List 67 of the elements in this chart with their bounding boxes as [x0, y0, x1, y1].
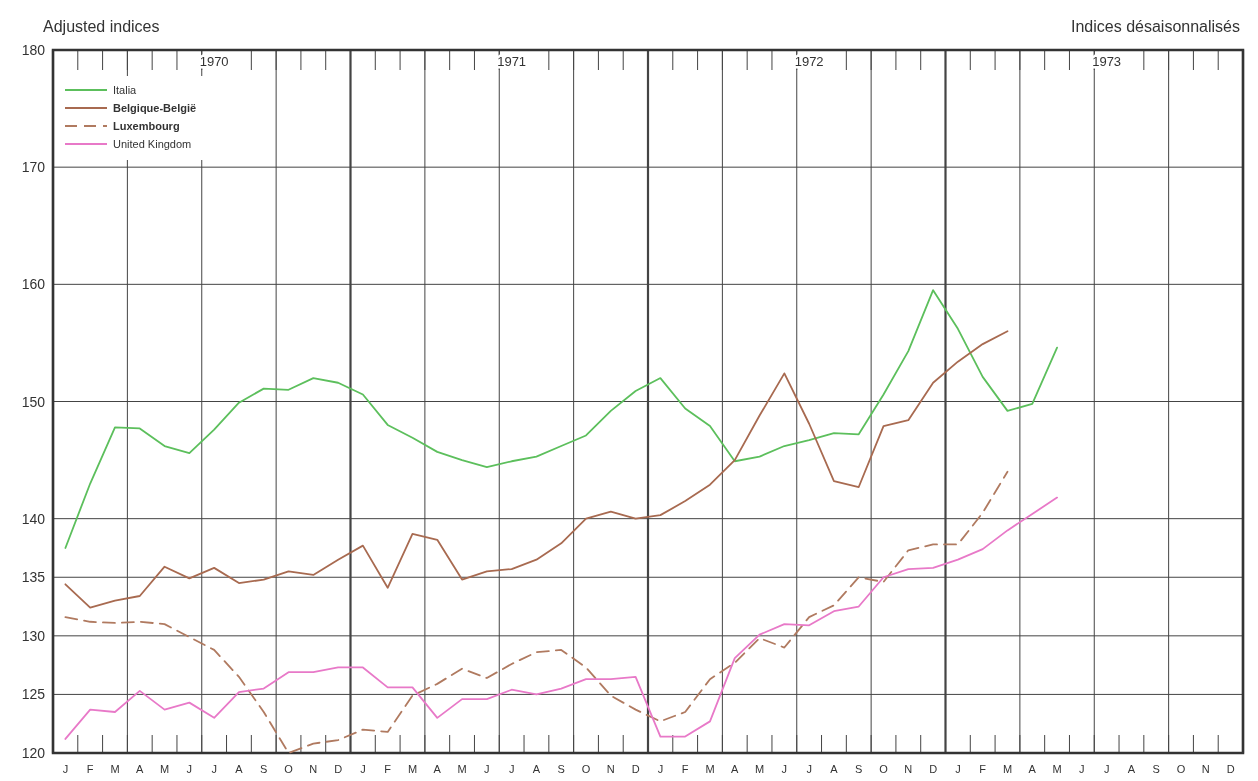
- y-tick-label: 125: [21, 686, 46, 703]
- x-tick-label: O: [1176, 763, 1186, 775]
- chart-subtitle: Indices désaisonnalisés: [1071, 18, 1240, 35]
- x-tick-label: S: [1152, 763, 1160, 775]
- legend-label: Italia: [113, 84, 138, 96]
- x-tick-label: O: [581, 763, 591, 775]
- x-tick-label: M: [1052, 763, 1062, 775]
- x-tick-label: J: [211, 763, 217, 775]
- x-tick-label: J: [806, 763, 812, 775]
- x-tick-label: F: [86, 763, 94, 775]
- x-tick-label: S: [260, 763, 268, 775]
- x-tick-label: D: [1226, 763, 1235, 775]
- x-tick-label: A: [433, 763, 442, 775]
- legend-label: Belgique-België: [113, 102, 197, 114]
- x-tick-label: J: [1079, 763, 1085, 775]
- y-tick-label: 130: [21, 627, 46, 644]
- x-tick-label: M: [1002, 763, 1013, 775]
- line-series: [64, 330, 1009, 609]
- x-tick-label: A: [1028, 763, 1037, 775]
- x-tick-label: A: [830, 763, 839, 775]
- x-tick-label: M: [754, 763, 765, 775]
- y-tick-label: 150: [21, 393, 46, 410]
- y-tick-label: 160: [21, 276, 46, 293]
- x-tick-label: N: [309, 763, 318, 775]
- x-tick-label: J: [484, 763, 490, 775]
- x-tick-label: J: [657, 763, 664, 775]
- x-tick-label: A: [136, 763, 145, 775]
- x-tick-label: F: [384, 763, 392, 775]
- x-tick-label: O: [879, 763, 889, 775]
- x-tick-label: J: [1103, 763, 1110, 775]
- x-tick-label: S: [855, 763, 863, 775]
- x-tick-label: J: [186, 763, 193, 775]
- x-tick-label: O: [284, 763, 294, 775]
- line-series: [64, 289, 1058, 549]
- x-tick-label: D: [631, 763, 640, 775]
- x-tick-label: M: [457, 763, 467, 775]
- x-tick-label: A: [1127, 763, 1136, 775]
- x-tick-label: J: [781, 763, 788, 775]
- legend-label: Luxembourg: [113, 120, 180, 132]
- y-tick-label: 180: [21, 42, 46, 58]
- line-series: [64, 496, 1058, 740]
- y-tick-label: 120: [21, 745, 46, 761]
- x-tick-label: N: [904, 763, 913, 775]
- x-tick-label: M: [110, 763, 120, 775]
- x-tick-label: J: [62, 763, 69, 775]
- y-tick-label: 140: [21, 510, 46, 527]
- y-tick-label: 135: [21, 569, 46, 586]
- x-tick-label: F: [681, 763, 689, 775]
- x-tick-label: N: [606, 763, 615, 775]
- x-tick-label: J: [508, 763, 515, 775]
- x-tick-label: A: [235, 763, 244, 775]
- x-tick-label: N: [1201, 763, 1210, 775]
- y-tick-label: 170: [21, 159, 46, 176]
- line-series: [64, 470, 1009, 754]
- x-tick-label: S: [557, 763, 565, 775]
- x-tick-label: J: [955, 763, 961, 775]
- x-tick-label: F: [979, 763, 987, 775]
- x-tick-label: M: [705, 763, 715, 775]
- x-tick-label: D: [929, 763, 938, 775]
- x-tick-label: A: [731, 763, 740, 775]
- x-tick-label: A: [532, 763, 541, 775]
- x-tick-label: M: [159, 763, 170, 775]
- legend-label: United Kingdom: [113, 138, 192, 150]
- chart-title: Adjusted indices: [43, 18, 160, 35]
- x-tick-label: M: [407, 763, 418, 775]
- x-tick-label: D: [334, 763, 343, 775]
- x-tick-label: J: [360, 763, 366, 775]
